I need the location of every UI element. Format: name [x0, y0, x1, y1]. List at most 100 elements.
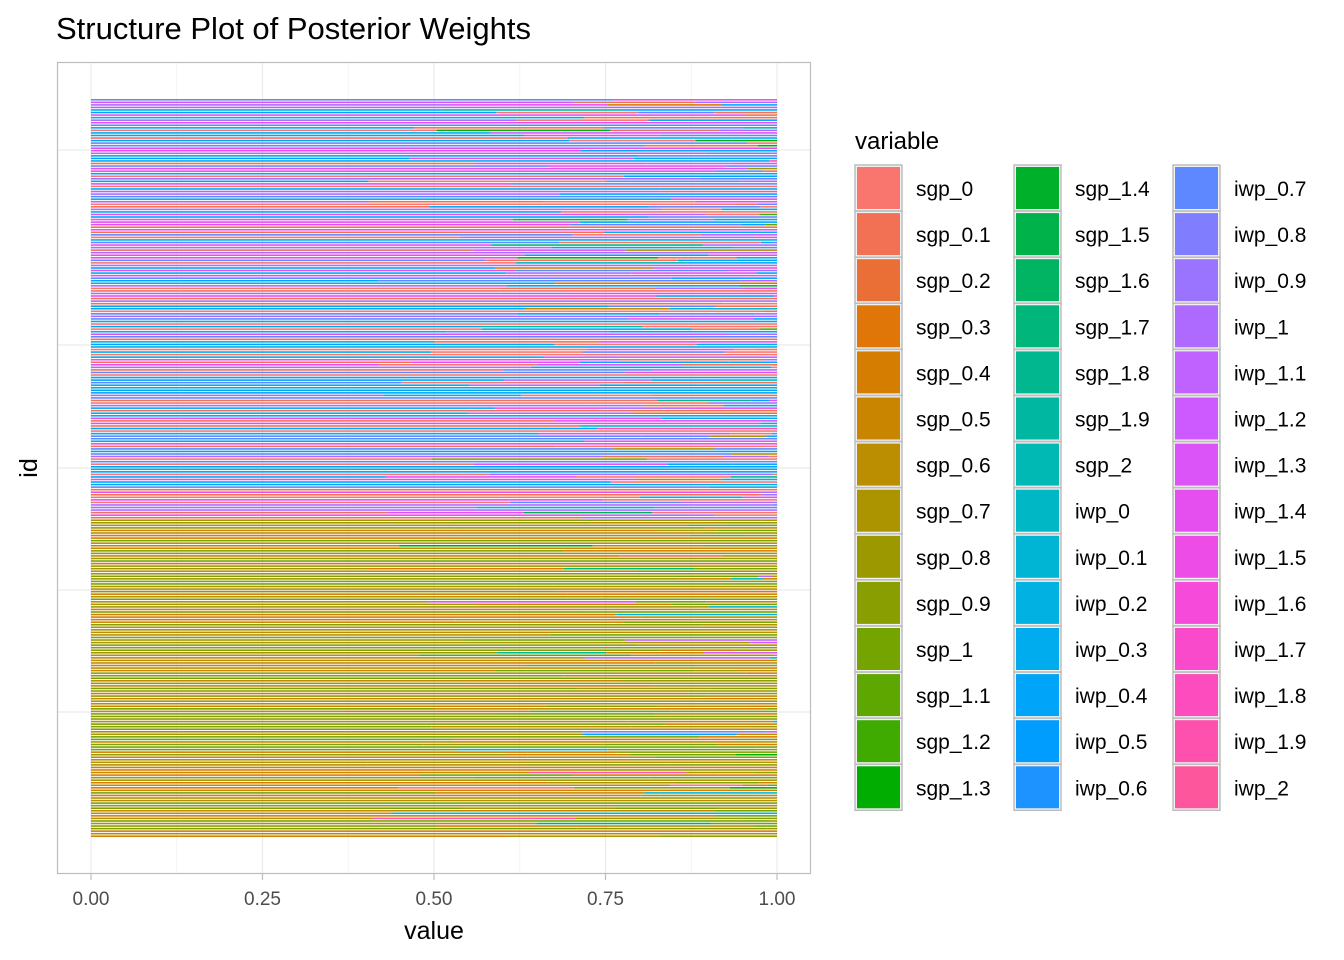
legend-label: sgp_0.7 — [916, 501, 991, 524]
bar-segment — [91, 325, 479, 328]
x-tick-label: 0.75 — [587, 889, 624, 910]
bar-segment — [611, 728, 777, 731]
bar-segment — [91, 198, 672, 200]
legend-swatch — [1175, 259, 1218, 302]
plot-panel-border — [56, 61, 812, 875]
legend-swatch — [857, 305, 900, 348]
bar-segment — [91, 695, 706, 697]
bar-segment — [569, 139, 696, 142]
bar-segment — [91, 116, 585, 119]
bar-segment — [91, 509, 579, 511]
bar-segment — [573, 101, 696, 104]
bar-segment — [428, 601, 636, 603]
legend-label: iwp_1.6 — [1234, 593, 1306, 616]
bar-segment — [601, 595, 777, 598]
bar-segment — [91, 364, 380, 366]
bar-segment — [506, 272, 632, 274]
bar-segment — [91, 534, 461, 537]
legend-swatch — [1016, 213, 1059, 256]
bar-segment — [343, 710, 530, 713]
bar-segment — [91, 562, 777, 565]
bar-segment — [747, 167, 777, 170]
legend-swatch — [1175, 351, 1218, 394]
bar-segment — [91, 713, 502, 715]
bar-segment — [755, 348, 777, 351]
legend-swatch — [1016, 397, 1059, 440]
bar-segment — [520, 394, 652, 397]
bar-segment — [725, 473, 773, 476]
bar-segment — [667, 463, 733, 465]
bar-segment — [639, 496, 743, 499]
bar-segment — [646, 162, 731, 165]
bar-segment — [702, 623, 777, 626]
bar-segment — [742, 817, 777, 820]
bar-segment — [602, 455, 725, 458]
bar-segment — [604, 231, 777, 234]
bar-segment — [570, 223, 742, 226]
bar-segment — [439, 641, 624, 644]
bar-segment — [91, 193, 560, 195]
bar-segment — [366, 567, 564, 570]
bar-segment — [379, 364, 538, 366]
bar-segment — [91, 104, 451, 106]
bar-segment — [726, 522, 777, 524]
bar-segment — [91, 473, 490, 476]
bar-segment — [636, 570, 728, 573]
bar-segment — [91, 341, 435, 343]
bar-segment — [91, 369, 504, 371]
x-tick-label: 0.25 — [244, 889, 281, 910]
bar-segment — [434, 708, 611, 710]
bar-segment — [735, 753, 777, 756]
bar-segment — [452, 738, 616, 741]
bar-segment — [696, 343, 777, 346]
bar-segment — [613, 99, 777, 101]
bar-segment — [579, 221, 777, 223]
bar-segment — [559, 193, 777, 195]
bar-segment — [753, 318, 777, 320]
bar-segment — [91, 761, 766, 764]
bar-segment — [662, 208, 722, 211]
bar-segment — [91, 241, 560, 244]
bar-segment — [659, 313, 756, 315]
bar-segment — [91, 519, 452, 522]
bar-segment — [91, 486, 709, 488]
bar-segment — [655, 236, 756, 239]
bar-segment — [91, 216, 649, 218]
bar-segment — [523, 134, 660, 137]
bar-segment — [723, 302, 777, 305]
bar-segment — [529, 771, 686, 774]
legend-label: iwp_1.2 — [1234, 409, 1306, 432]
bar-segment — [91, 832, 777, 835]
bar-segment — [91, 463, 474, 465]
bar-segment — [91, 256, 518, 259]
bar-segment — [572, 234, 701, 236]
bar-segment — [724, 455, 769, 458]
bar-segment — [573, 815, 717, 817]
bar-segment — [504, 379, 652, 381]
bar-segment — [584, 657, 770, 659]
bar-segment — [549, 634, 777, 636]
bar-segment — [548, 781, 676, 784]
bar-segment — [623, 621, 777, 623]
legend-swatch — [1016, 489, 1059, 532]
bar-segment — [757, 144, 777, 147]
legend-swatch — [857, 351, 900, 394]
bar-segment — [91, 669, 495, 672]
bar-segment — [91, 636, 777, 639]
bar-segment — [494, 407, 599, 409]
bar-segment — [724, 351, 777, 353]
legend-label: sgp_2 — [1075, 455, 1132, 478]
bar-segment — [740, 180, 777, 183]
bar-segment — [91, 99, 614, 101]
bar-segment — [731, 453, 777, 455]
legend-label: iwp_0.6 — [1075, 777, 1147, 800]
bar-segment — [752, 797, 777, 799]
y-axis-title: id — [15, 458, 43, 477]
bar-segment — [91, 440, 585, 443]
bar-segment — [629, 753, 736, 756]
legend-swatch — [857, 628, 900, 670]
bar-segment — [560, 211, 777, 213]
bar-segment — [563, 167, 748, 170]
legend-label: sgp_0.1 — [916, 224, 991, 247]
bar-segment — [668, 764, 777, 766]
